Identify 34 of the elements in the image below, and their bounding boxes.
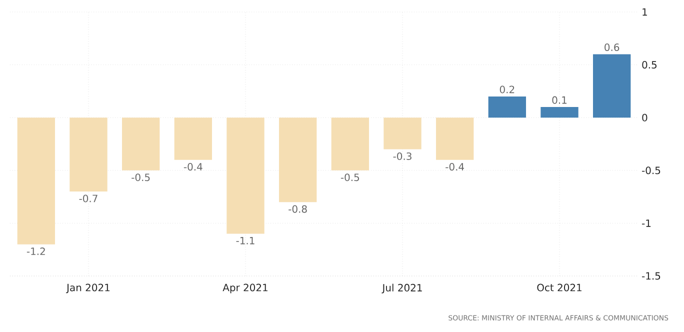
bar [331, 118, 370, 170]
bar [226, 118, 264, 234]
x-tick-label: Apr 2021 [222, 284, 268, 294]
data-label: -0.4 [184, 163, 202, 171]
y-tick-label: 0 [642, 114, 648, 122]
bar [593, 54, 631, 118]
y-tick-label: -0.5 [642, 166, 660, 174]
bar [17, 118, 56, 244]
bar [488, 96, 526, 118]
data-label: 0.2 [500, 86, 514, 94]
data-label: -0.7 [79, 194, 98, 202]
data-label: -0.5 [132, 174, 150, 182]
bar [278, 118, 317, 202]
data-label: -0.8 [288, 205, 307, 213]
data-label: -0.5 [340, 174, 360, 182]
bar [384, 118, 422, 150]
x-tick-label: Jul 2021 [382, 284, 422, 294]
bar [70, 118, 108, 192]
x-tick-label: Oct 2021 [537, 284, 582, 292]
data-label: -0.3 [393, 152, 412, 160]
data-label: 0.6 [604, 43, 620, 52]
bar [436, 118, 474, 160]
y-tick-label: 0.5 [642, 61, 656, 69]
bar [174, 118, 212, 160]
bar [540, 107, 578, 118]
bar [122, 118, 160, 170]
y-tick-label: -1.5 [642, 272, 660, 280]
y-tick-label: -1 [642, 220, 651, 227]
data-label: -1.1 [236, 236, 254, 244]
x-tick-label: Jan 2021 [66, 284, 110, 294]
data-label: -1.2 [26, 248, 45, 255]
y-tick-label: 1 [642, 8, 647, 16]
data-label: 0.1 [552, 96, 567, 104]
data-label: -0.4 [446, 163, 464, 171]
